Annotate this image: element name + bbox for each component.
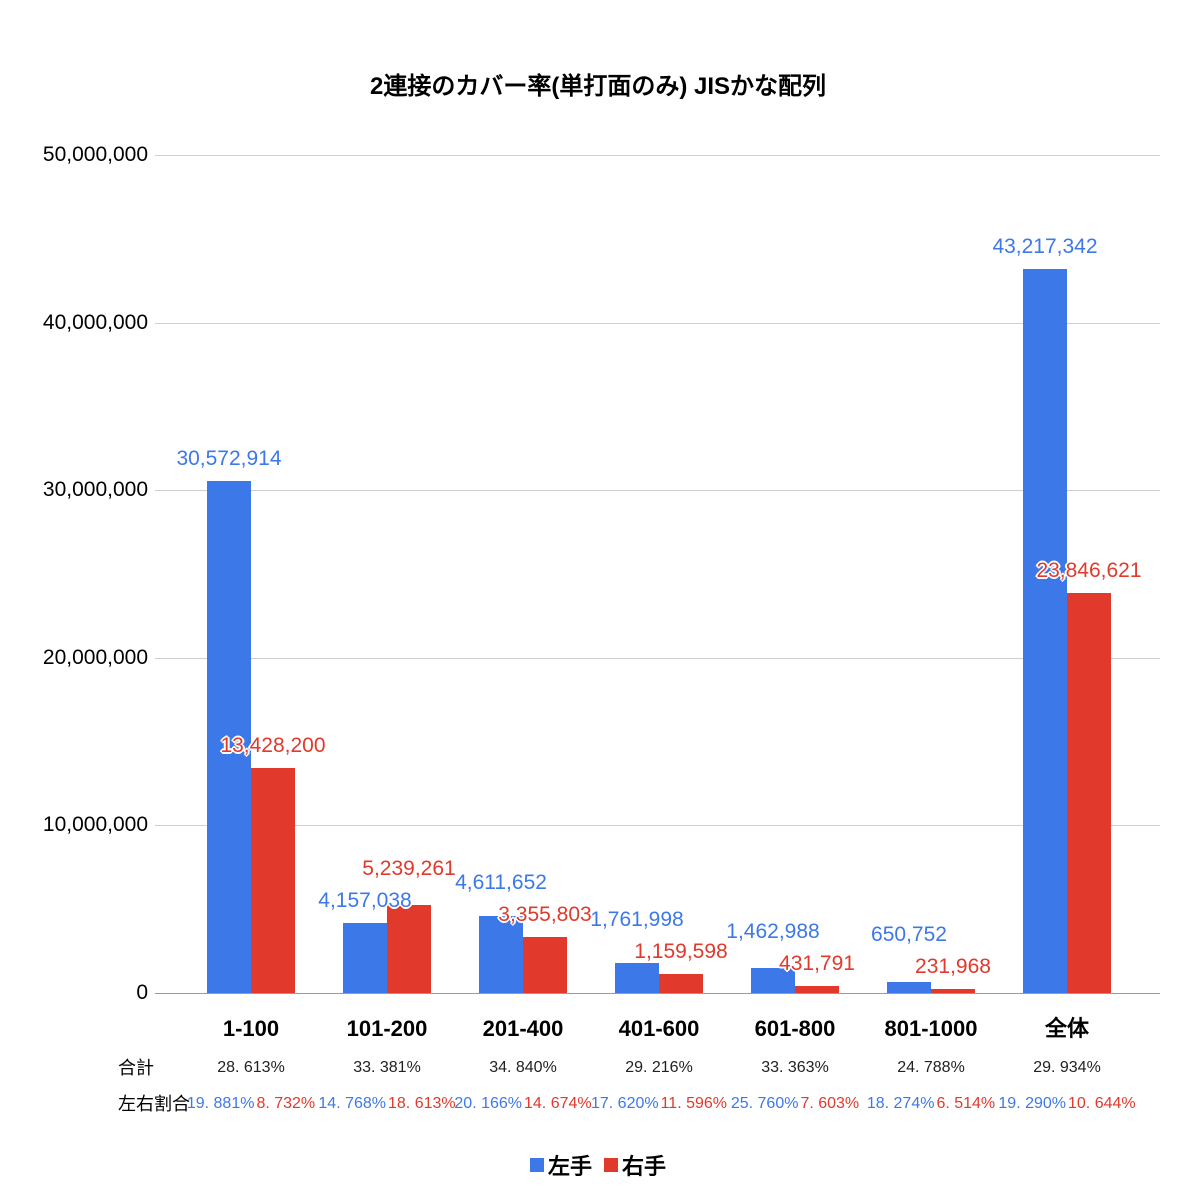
- ratio-pct-right-hand: 14. 674%: [524, 1095, 592, 1112]
- x-category-label: 601-800: [754, 1016, 836, 1041]
- ratio-row-label: 左右割合: [118, 1094, 190, 1114]
- legend-label-right: 右手: [622, 1154, 667, 1179]
- grid-line: [155, 993, 1160, 994]
- bar-left-hand: [479, 915, 523, 993]
- y-tick-label: 10,000,000: [42, 813, 148, 837]
- bar-right-hand: [523, 936, 567, 993]
- x-category-label: 101-200: [346, 1016, 428, 1041]
- ratio-pct-left-hand: 18. 274%: [866, 1095, 935, 1112]
- bar-right-hand: [251, 767, 295, 993]
- bar-value-left-hand: 650,752: [871, 923, 947, 947]
- bar-left-hand: [615, 963, 659, 993]
- x-category-label: 801-1000: [884, 1016, 978, 1041]
- x-category-label: 401-600: [618, 1016, 700, 1041]
- bar-right-hand: [931, 989, 975, 993]
- y-tick-label: 40,000,000: [42, 310, 148, 334]
- bar-value-right-hand: 23,846,621: [1036, 559, 1142, 583]
- legend-label-left: 左手: [547, 1154, 592, 1179]
- ratio-pct-left-hand: 17. 620%: [590, 1095, 659, 1112]
- bar-value-left-hand: 4,611,652: [455, 870, 547, 894]
- total-pct-value: 28. 613%: [217, 1059, 285, 1076]
- bar-value-right-hand: 13,428,200: [220, 733, 326, 757]
- ratio-pct-pair: 17. 620% 11. 596%: [567, 1094, 751, 1114]
- bar-right-hand: [795, 985, 839, 993]
- ratio-pct-pair: 19. 290% 10. 644%: [975, 1094, 1159, 1114]
- total-pct-value: 29. 216%: [625, 1059, 693, 1076]
- x-category-label: 全体: [1044, 1016, 1089, 1041]
- bar-right-hand: [659, 973, 703, 993]
- x-category-label: 201-400: [482, 1016, 564, 1041]
- ratio-pct-left-hand: 19. 881%: [186, 1095, 255, 1112]
- ratio-pct-right-hand: 8. 732%: [256, 1095, 316, 1112]
- y-tick-label: 50,000,000: [42, 143, 148, 166]
- total-pct-value: 33. 363%: [761, 1059, 829, 1076]
- grid-line: [155, 825, 1160, 827]
- ratio-pct-pair: 25. 760% 7. 603%: [703, 1094, 887, 1114]
- legend: 左手 右手: [0, 1149, 1196, 1181]
- legend-item-right: 右手: [604, 1149, 666, 1181]
- grid-line: [155, 657, 1160, 659]
- bar-value-left-hand: 1,761,998: [590, 907, 684, 931]
- total-pct-value: 29. 934%: [1033, 1059, 1101, 1076]
- bar-left-hand: [887, 982, 931, 993]
- bar-right-hand: [387, 905, 431, 993]
- bar-value-right-hand: 5,239,261: [362, 857, 456, 881]
- chart-title: 2連接のカバー率(単打面のみ) JISかな配列: [369, 73, 827, 100]
- y-tick-label: 0: [136, 981, 148, 1004]
- ratio-pct-left-hand: 14. 768%: [318, 1095, 386, 1112]
- bar-right-hand: [1067, 593, 1111, 993]
- bar-value-left-hand: 1,462,988: [726, 919, 820, 943]
- bar-value-right-hand: 3,355,803: [498, 902, 592, 926]
- total-pct-value: 24. 788%: [897, 1059, 965, 1076]
- grid-line: [155, 490, 1160, 492]
- total-pct-value: 34. 840%: [489, 1059, 557, 1076]
- grid-line: [155, 322, 1160, 324]
- ratio-pct-pair: 14. 768% 18. 613%: [295, 1094, 479, 1114]
- bar-left-hand: [1023, 268, 1067, 993]
- bar-left-hand: [343, 923, 387, 993]
- bar-value-right-hand: 431,791: [779, 951, 855, 975]
- total-row-label: 合計: [118, 1058, 154, 1078]
- bar-left-hand: [207, 480, 251, 993]
- bar-value-right-hand: 1,159,598: [634, 939, 728, 963]
- ratio-pct-left-hand: 25. 760%: [730, 1095, 799, 1112]
- y-tick-label: 30,000,000: [42, 478, 148, 502]
- y-tick-label: 20,000,000: [42, 645, 148, 669]
- legend-item-left: 左手: [529, 1149, 592, 1181]
- ratio-pct-right-hand: 7. 603%: [800, 1095, 860, 1112]
- bar-left-hand: [751, 968, 795, 993]
- legend-swatch-left: [529, 1158, 544, 1172]
- grid-line: [155, 155, 1160, 156]
- ratio-pct-left-hand: 19. 290%: [998, 1095, 1066, 1112]
- ratio-pct-right-hand: 18. 613%: [388, 1095, 456, 1112]
- x-category-label: 1-100: [222, 1016, 280, 1041]
- total-pct-value: 33. 381%: [353, 1059, 421, 1076]
- legend-swatch-right: [604, 1158, 618, 1172]
- ratio-pct-right-hand: 10. 644%: [1068, 1095, 1136, 1112]
- ratio-pct-pair: 19. 881% 8. 732%: [159, 1094, 343, 1114]
- ratio-pct-pair: 20. 166% 14. 674%: [431, 1094, 615, 1114]
- bar-value-right-hand: 231,968: [915, 955, 991, 979]
- bar-value-left-hand: 4,157,038: [318, 889, 412, 913]
- bar-value-left-hand: 30,572,914: [176, 446, 282, 470]
- ratio-pct-right-hand: 11. 596%: [660, 1095, 728, 1112]
- ratio-pct-left-hand: 20. 166%: [454, 1095, 522, 1112]
- ratio-pct-right-hand: 6. 514%: [936, 1095, 996, 1112]
- ratio-pct-pair: 18. 274% 6. 514%: [839, 1094, 1023, 1114]
- bar-value-left-hand: 43,217,342: [992, 234, 1098, 258]
